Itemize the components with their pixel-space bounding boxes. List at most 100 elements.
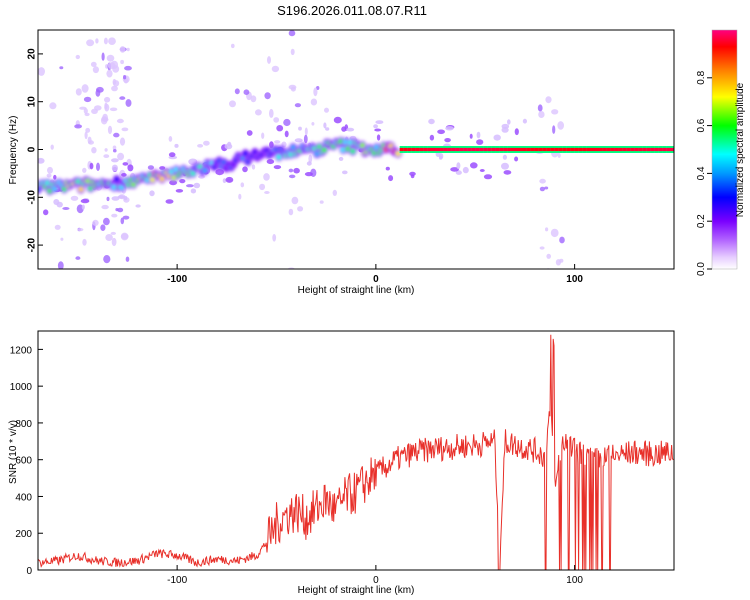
noise-blob xyxy=(83,96,92,103)
noise-blob xyxy=(115,208,119,212)
noise-blob xyxy=(106,196,110,202)
noise-blob xyxy=(514,156,519,162)
noise-blob xyxy=(121,233,129,240)
noise-blob xyxy=(462,166,469,174)
noise-blob xyxy=(559,236,565,244)
noise-blob xyxy=(476,131,481,139)
noise-blob xyxy=(342,170,348,175)
noise-blob xyxy=(522,118,528,124)
noise-blob xyxy=(164,289,171,296)
noise-blob xyxy=(103,37,108,45)
noise-blob xyxy=(92,219,99,226)
noise-blob xyxy=(314,276,318,281)
noise-blob xyxy=(111,158,119,163)
noise-blob xyxy=(121,173,127,177)
snr-series-line xyxy=(38,334,674,570)
noise-blob xyxy=(117,152,125,161)
noise-blob xyxy=(514,128,519,136)
zero-line-core xyxy=(558,147,563,152)
noise-blob xyxy=(429,134,435,141)
noise-blob xyxy=(21,165,25,168)
noise-blob xyxy=(267,56,271,64)
zero-line-core xyxy=(415,147,420,152)
noise-blob xyxy=(100,116,108,125)
y-tick-label: 1000 xyxy=(10,382,33,393)
noise-blob xyxy=(537,104,543,112)
zero-line-core xyxy=(427,147,432,152)
noise-blob xyxy=(147,165,154,170)
noise-blob xyxy=(388,175,394,182)
noise-blob xyxy=(376,134,381,141)
noise-blob xyxy=(111,164,118,172)
noise-blob xyxy=(122,162,129,166)
zero-line-core xyxy=(399,147,404,152)
noise-blob xyxy=(121,127,129,132)
noise-blob xyxy=(119,137,126,146)
noise-blob xyxy=(250,95,257,103)
ridge-core xyxy=(395,150,401,157)
noise-blob xyxy=(276,125,284,132)
noise-blob xyxy=(428,118,435,125)
zero-line-core xyxy=(566,147,571,152)
noise-blob xyxy=(308,154,313,164)
colorbar-tick-label: 0.2 xyxy=(696,214,707,228)
noise-blob xyxy=(293,167,300,174)
zero-line-core xyxy=(574,147,579,152)
noise-blob xyxy=(289,174,296,179)
zero-line-core xyxy=(519,147,524,152)
zero-line-core xyxy=(423,147,428,152)
noise-blob xyxy=(95,38,99,44)
ridge-core xyxy=(202,167,208,173)
noise-blob xyxy=(270,20,275,23)
noise-blob xyxy=(476,139,484,145)
noise-blob xyxy=(59,66,64,70)
x-tick-label: -100 xyxy=(167,274,187,285)
zero-line-core xyxy=(467,147,472,152)
noise-blob xyxy=(373,124,378,129)
snr-plot: -100 0 100 0 200 400 600 800 1000 1200 Height of… xyxy=(8,330,675,596)
ridge-core xyxy=(350,148,356,154)
noise-blob xyxy=(193,182,201,189)
noise-blob xyxy=(165,199,174,204)
noise-blob xyxy=(493,134,501,141)
zero-line-core xyxy=(479,147,484,152)
noise-blob xyxy=(92,66,99,74)
zero-line-core xyxy=(463,147,468,152)
colorbar-tick-label: 0.0 xyxy=(696,262,707,276)
noise-blob xyxy=(101,52,105,61)
zero-line-core xyxy=(511,147,516,152)
ridge-core xyxy=(276,154,282,160)
zero-line-core xyxy=(403,147,408,152)
noise-blob xyxy=(106,69,113,78)
zero-line-core xyxy=(654,147,659,152)
noise-blob xyxy=(311,122,315,126)
noise-blob xyxy=(456,162,461,170)
y-tick-label: 800 xyxy=(15,419,32,430)
noise-blob xyxy=(507,119,511,125)
ridge-core xyxy=(78,186,84,192)
noise-blob xyxy=(501,126,509,133)
noise-blob xyxy=(319,200,324,204)
noise-blob xyxy=(106,54,115,62)
noise-blob xyxy=(470,162,478,169)
spectrogram-scatter xyxy=(21,20,565,296)
noise-blob xyxy=(107,125,113,135)
noise-blob xyxy=(225,176,234,183)
noise-blob xyxy=(120,59,124,65)
noise-blob xyxy=(444,138,451,143)
noise-blob xyxy=(75,256,81,260)
colorbar-tick-label: 0.8 xyxy=(696,70,707,84)
noise-blob xyxy=(110,231,117,235)
snr-y-label: SNR (10 * v/v) xyxy=(8,420,19,484)
noise-blob xyxy=(539,246,545,250)
noise-blob xyxy=(240,182,245,188)
noise-blob xyxy=(95,89,101,97)
colorbar-gradient xyxy=(712,30,737,269)
zero-line-core xyxy=(459,147,464,152)
noise-blob xyxy=(168,152,176,158)
noise-blob xyxy=(273,117,280,123)
zero-line-core xyxy=(622,147,627,152)
zero-line-core xyxy=(626,147,631,152)
noise-blob xyxy=(84,131,88,140)
